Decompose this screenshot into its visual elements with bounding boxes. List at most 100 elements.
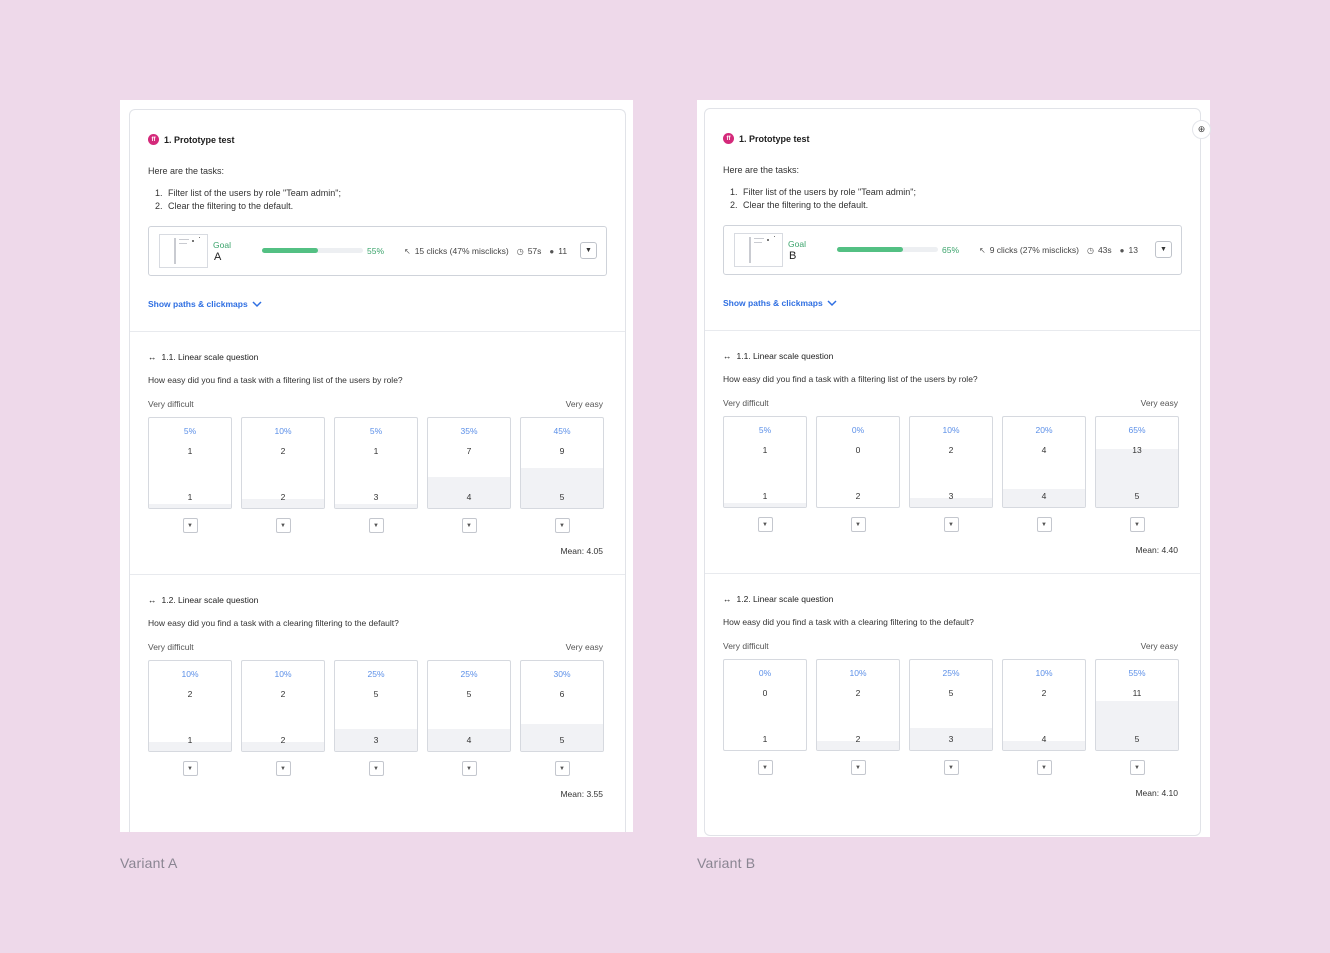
scale-option[interactable]: 25% 5 3 bbox=[334, 660, 418, 752]
option-percent: 25% bbox=[367, 669, 385, 679]
option-fill bbox=[910, 727, 992, 750]
option-filter-button[interactable]: ▼ bbox=[368, 761, 384, 776]
filter-button[interactable]: ▼ bbox=[1155, 241, 1172, 258]
option-value: 1 bbox=[187, 492, 193, 502]
scale-option[interactable]: 10% 2 4 bbox=[1002, 659, 1086, 751]
scale-option[interactable]: 5% 1 3 bbox=[334, 417, 418, 509]
option-filter-button[interactable]: ▼ bbox=[1129, 517, 1145, 532]
add-comment-button[interactable]: ⊕ bbox=[1192, 120, 1211, 139]
option-percent: 10% bbox=[1035, 668, 1053, 678]
clock-icon: ◷ bbox=[1086, 245, 1094, 255]
scale-option[interactable]: 10% 2 2 bbox=[816, 659, 900, 751]
option-value: 2 bbox=[855, 491, 861, 501]
linear-scale-icon: ↔ bbox=[723, 351, 732, 361]
user-icon: ● bbox=[549, 246, 555, 256]
option-filter-button[interactable]: ▼ bbox=[461, 518, 477, 533]
option-value: 4 bbox=[1041, 491, 1047, 501]
goal-summary[interactable]: Goal A 55% ↖ 15 clicks (47% misclicks) ◷… bbox=[148, 226, 607, 276]
option-fill bbox=[428, 476, 510, 508]
clicks-stat: 15 clicks (47% misclicks) bbox=[414, 246, 509, 256]
option-value: 2 bbox=[280, 735, 286, 745]
prototype-test-icon: ff bbox=[723, 133, 734, 144]
option-value: 1 bbox=[762, 491, 768, 501]
scale-option[interactable]: 10% 2 1 bbox=[148, 660, 232, 752]
add-comment-icon: ⊕ bbox=[1197, 124, 1206, 134]
question-title: ↔ 1.1. Linear scale question bbox=[723, 351, 833, 361]
option-filter-button[interactable]: ▼ bbox=[943, 760, 959, 775]
option-filter-button[interactable]: ▼ bbox=[461, 761, 477, 776]
option-filter-button[interactable]: ▼ bbox=[757, 760, 773, 775]
scale-option[interactable]: 30% 6 5 bbox=[520, 660, 604, 752]
option-filter-button[interactable]: ▼ bbox=[943, 517, 959, 532]
scale-option[interactable]: 10% 2 3 bbox=[909, 416, 993, 508]
filter-button[interactable]: ▼ bbox=[580, 242, 597, 259]
option-filter-button[interactable]: ▼ bbox=[1129, 760, 1145, 775]
option-percent: 5% bbox=[369, 426, 383, 436]
show-paths-link[interactable]: Show paths & clickmaps bbox=[148, 299, 262, 309]
scale-option[interactable]: 45% 9 5 bbox=[520, 417, 604, 509]
chevron-down-icon bbox=[827, 299, 837, 306]
option-percent: 65% bbox=[1128, 425, 1146, 435]
scale-option[interactable]: 5% 1 1 bbox=[723, 416, 807, 508]
scale-option[interactable]: 0% 0 1 bbox=[723, 659, 807, 751]
option-filter-button[interactable]: ▼ bbox=[368, 518, 384, 533]
option-filter-button[interactable]: ▼ bbox=[850, 517, 866, 532]
scale-option[interactable]: 65% 13 5 bbox=[1095, 416, 1179, 508]
scale-option[interactable]: 25% 5 4 bbox=[427, 660, 511, 752]
prototype-thumbnail[interactable] bbox=[734, 233, 783, 267]
filter-icon: ▼ bbox=[855, 764, 861, 771]
cursor-click-icon: ↖ bbox=[979, 245, 986, 255]
option-filter-button[interactable]: ▼ bbox=[850, 760, 866, 775]
option-filter-button[interactable]: ▼ bbox=[554, 761, 570, 776]
option-filter-button[interactable]: ▼ bbox=[1036, 760, 1052, 775]
option-filters: ▼ ▼ ▼ ▼ ▼ bbox=[148, 761, 604, 776]
option-value: 3 bbox=[373, 735, 379, 745]
option-percent: 0% bbox=[851, 425, 865, 435]
users-stat: 11 bbox=[558, 246, 568, 256]
scale-option[interactable]: 10% 2 2 bbox=[241, 660, 325, 752]
option-filter-button[interactable]: ▼ bbox=[182, 518, 198, 533]
scale-option[interactable]: 20% 4 4 bbox=[1002, 416, 1086, 508]
scale-option[interactable]: 35% 7 4 bbox=[427, 417, 511, 509]
option-fill bbox=[521, 467, 603, 508]
option-count: 2 bbox=[948, 445, 954, 455]
show-paths-link[interactable]: Show paths & clickmaps bbox=[723, 298, 837, 308]
option-filter-button[interactable]: ▼ bbox=[275, 761, 291, 776]
option-value: 4 bbox=[466, 492, 472, 502]
question-title-text: 1.1. Linear scale question bbox=[736, 351, 834, 361]
show-paths-label: Show paths & clickmaps bbox=[148, 299, 248, 309]
time-stat: 57s bbox=[527, 246, 542, 256]
option-filter-button[interactable]: ▼ bbox=[182, 761, 198, 776]
user-icon: ● bbox=[1119, 245, 1125, 255]
filter-icon: ▼ bbox=[855, 521, 861, 528]
option-filter-button[interactable]: ▼ bbox=[1036, 517, 1052, 532]
option-percent: 45% bbox=[553, 426, 571, 436]
option-percent: 25% bbox=[942, 668, 960, 678]
option-filter-button[interactable]: ▼ bbox=[757, 517, 773, 532]
scale-min-label: Very difficult bbox=[723, 641, 769, 651]
filter-icon: ▼ bbox=[948, 764, 954, 771]
task-item: Clear the filtering to the default. bbox=[155, 200, 341, 213]
option-filter-button[interactable]: ▼ bbox=[275, 518, 291, 533]
option-percent: 25% bbox=[460, 669, 478, 679]
scale-option[interactable]: 55% 11 5 bbox=[1095, 659, 1179, 751]
option-value: 5 bbox=[559, 492, 565, 502]
option-fill bbox=[724, 502, 806, 507]
scale-option[interactable]: 0% 0 2 bbox=[816, 416, 900, 508]
question-title-text: 1.2. Linear scale question bbox=[736, 594, 834, 604]
scale-option[interactable]: 5% 1 1 bbox=[148, 417, 232, 509]
option-percent: 5% bbox=[183, 426, 197, 436]
variant-caption: Variant B bbox=[697, 855, 756, 871]
option-count: 5 bbox=[948, 688, 954, 698]
option-percent: 20% bbox=[1035, 425, 1053, 435]
prototype-thumbnail[interactable] bbox=[159, 234, 208, 268]
option-count: 2 bbox=[855, 688, 861, 698]
scale-option[interactable]: 10% 2 2 bbox=[241, 417, 325, 509]
scale-option[interactable]: 25% 5 3 bbox=[909, 659, 993, 751]
goal-summary[interactable]: Goal B 65% ↖ 9 clicks (27% misclicks) ◷ … bbox=[723, 225, 1182, 275]
option-count: 4 bbox=[1041, 445, 1047, 455]
option-filter-button[interactable]: ▼ bbox=[554, 518, 570, 533]
option-value: 5 bbox=[1134, 491, 1140, 501]
option-count: 1 bbox=[762, 445, 768, 455]
question-section: ↔ 1.1. Linear scale question How easy di… bbox=[705, 331, 1200, 574]
